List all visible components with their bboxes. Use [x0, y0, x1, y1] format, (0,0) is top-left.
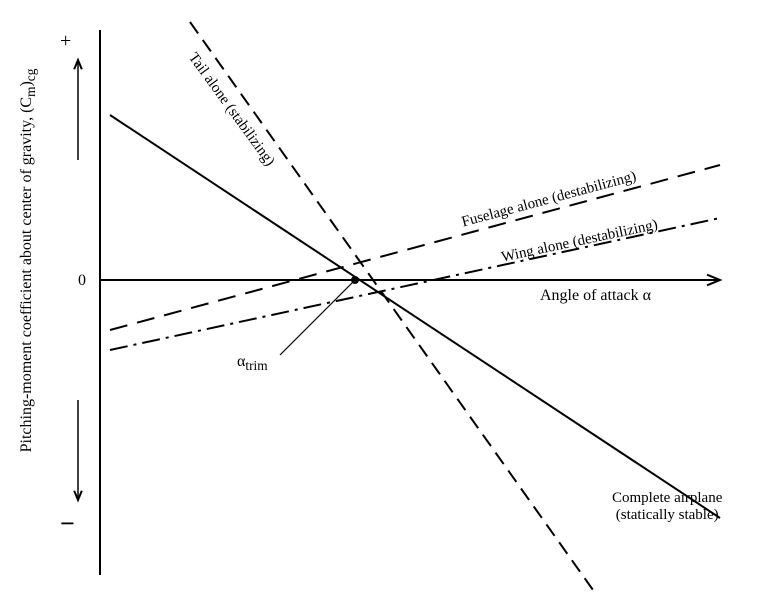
trim-subscript: trim	[245, 358, 267, 373]
tail-line	[190, 22, 593, 590]
y-minus-symbol: −	[60, 510, 75, 539]
y-plus-symbol: +	[60, 30, 71, 52]
ylabel-sub-cg: cg	[23, 69, 38, 82]
alpha-trim-label: αtrim	[237, 353, 268, 374]
airplane-line-label: Complete airplane (statically stable)	[612, 490, 722, 523]
zero-label: 0	[78, 272, 86, 290]
trim-point	[351, 276, 359, 284]
fuselage-line	[110, 165, 720, 330]
ylabel-sub-m: m	[23, 87, 38, 97]
x-axis-label: Angle of attack α	[540, 287, 651, 305]
y-axis-label: Pitching-moment coefficient about center…	[18, 0, 39, 560]
ylabel-close: )	[18, 81, 35, 86]
ylabel-main: Pitching-moment coefficient about center…	[18, 97, 35, 452]
